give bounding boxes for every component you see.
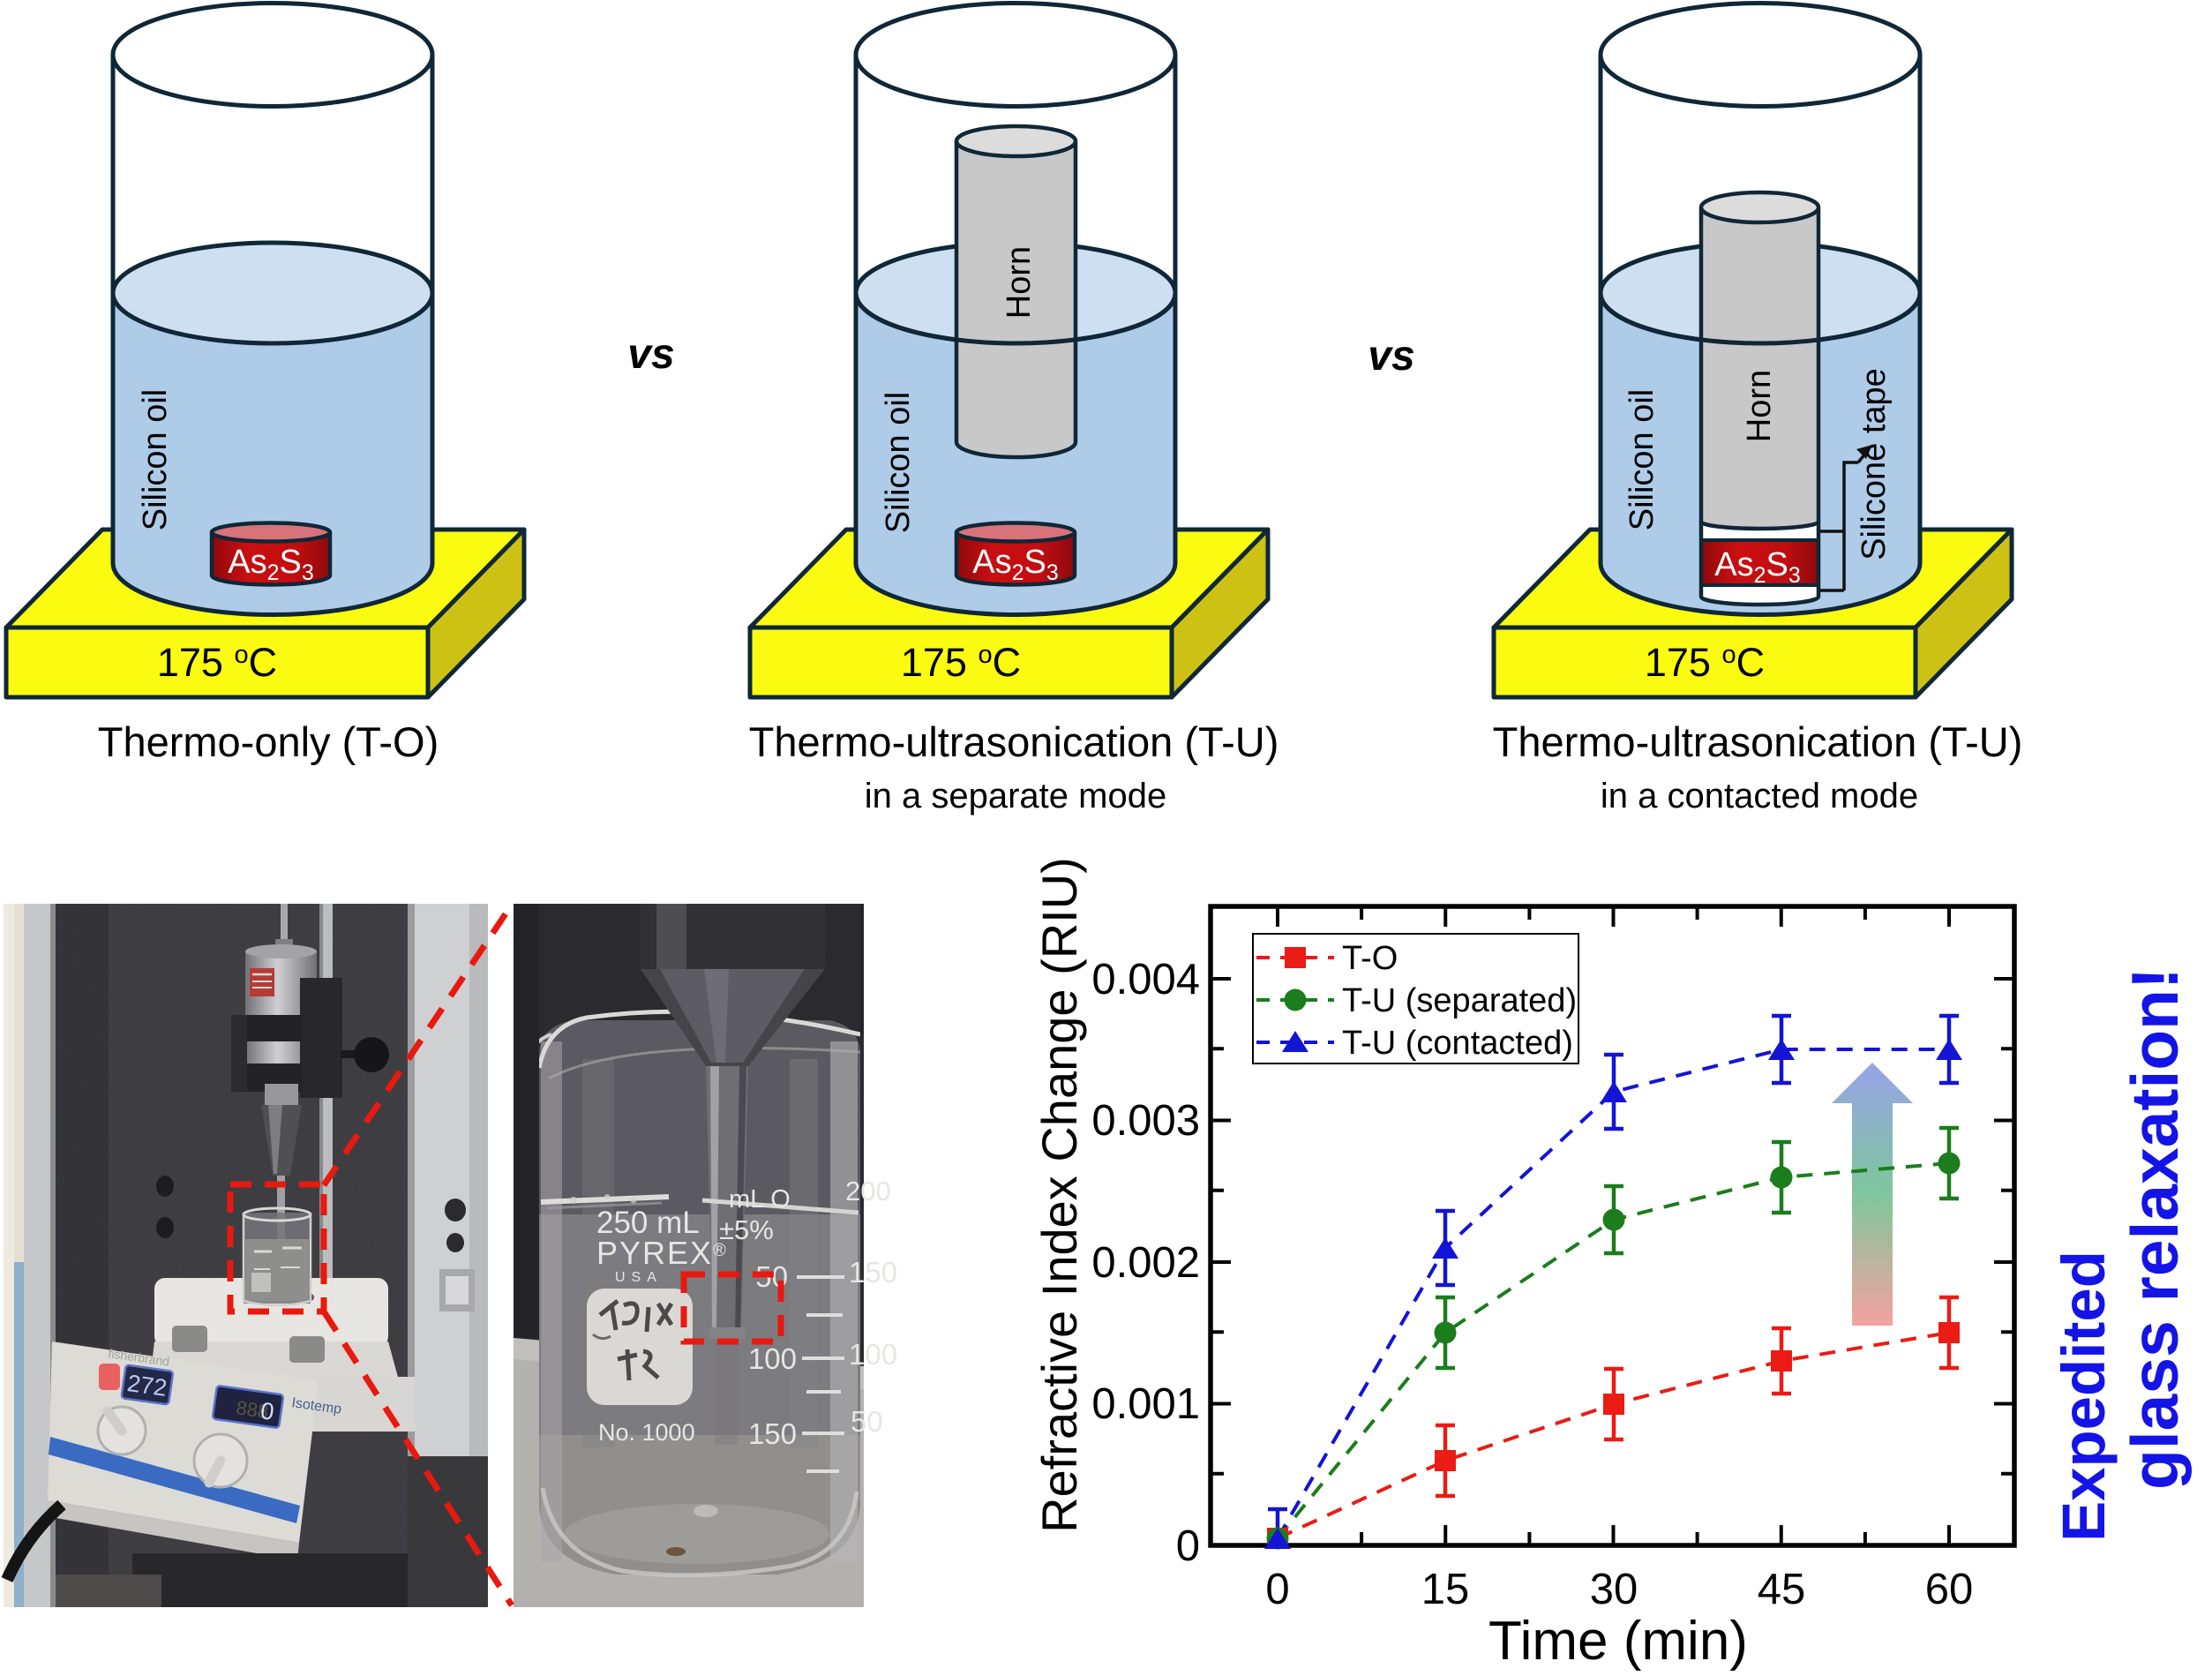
svg-text:vs: vs	[1368, 333, 1414, 380]
svg-text:Thermo-ultrasonication (T-U): Thermo-ultrasonication (T-U)	[1493, 718, 2023, 765]
svg-text:175 oC: 175 oC	[901, 640, 1021, 685]
svg-text:Silicon oil: Silicon oil	[1623, 389, 1661, 531]
svg-text:Silicon oil: Silicon oil	[880, 392, 917, 534]
svg-text:T-O: T-O	[1342, 940, 1398, 977]
svg-text:±5%: ±5%	[719, 1214, 774, 1245]
svg-text:250 mL: 250 mL	[596, 1206, 700, 1240]
svg-text:Refractive Index Change (RIU): Refractive Index Change (RIU)	[1031, 857, 1087, 1533]
svg-text:0.004: 0.004	[1091, 956, 1200, 1003]
svg-text:in a separate mode: in a separate mode	[865, 777, 1166, 815]
svg-text:PYREX®: PYREX®	[596, 1235, 728, 1271]
svg-text:in a contacted mode: in a contacted mode	[1601, 777, 1918, 815]
svg-text:175 oC: 175 oC	[157, 640, 277, 685]
svg-text:888: 888	[235, 1396, 270, 1423]
svg-text:200: 200	[845, 1176, 891, 1206]
svg-text:50: 50	[851, 1405, 883, 1438]
svg-text:100: 100	[748, 1342, 797, 1375]
svg-text:0.002: 0.002	[1091, 1239, 1200, 1287]
svg-text:mL O: mL O	[729, 1185, 791, 1214]
svg-text:Silicone tape: Silicone tape	[1856, 368, 1893, 560]
svg-text:150: 150	[748, 1417, 797, 1450]
svg-text:USA: USA	[615, 1270, 663, 1285]
svg-text:Expedited: Expedited	[2050, 1251, 2118, 1542]
svg-text:45: 45	[1758, 1566, 1806, 1613]
svg-text:T-U (separated): T-U (separated)	[1342, 982, 1577, 1019]
svg-text:Thermo-ultrasonication (T-U): Thermo-ultrasonication (T-U)	[749, 718, 1279, 765]
svg-text:60: 60	[1925, 1566, 1974, 1613]
svg-text:0: 0	[259, 1397, 275, 1425]
svg-text:No. 1000: No. 1000	[598, 1419, 695, 1446]
svg-text:Silicon oil: Silicon oil	[137, 389, 174, 531]
svg-text:Horn: Horn	[1741, 370, 1778, 442]
svg-text:glass relaxation!: glass relaxation!	[2118, 967, 2192, 1490]
svg-text:30: 30	[1590, 1566, 1638, 1613]
svg-text:Time (min): Time (min)	[1488, 1611, 1748, 1672]
svg-text:272: 272	[125, 1370, 169, 1402]
svg-text:150: 150	[849, 1256, 897, 1289]
svg-text:0: 0	[1265, 1566, 1289, 1613]
svg-text:0.003: 0.003	[1091, 1097, 1200, 1145]
svg-text:T-U (contacted): T-U (contacted)	[1342, 1025, 1573, 1062]
svg-text:vs: vs	[627, 331, 674, 378]
svg-text:0.001: 0.001	[1091, 1380, 1200, 1428]
svg-text:100: 100	[849, 1338, 897, 1371]
svg-text:Thermo-only (T-O): Thermo-only (T-O)	[98, 718, 439, 765]
svg-text:175 oC: 175 oC	[1645, 640, 1765, 685]
svg-text:0: 0	[1176, 1522, 1200, 1570]
svg-text:15: 15	[1421, 1566, 1470, 1613]
svg-text:Horn: Horn	[1001, 246, 1038, 319]
